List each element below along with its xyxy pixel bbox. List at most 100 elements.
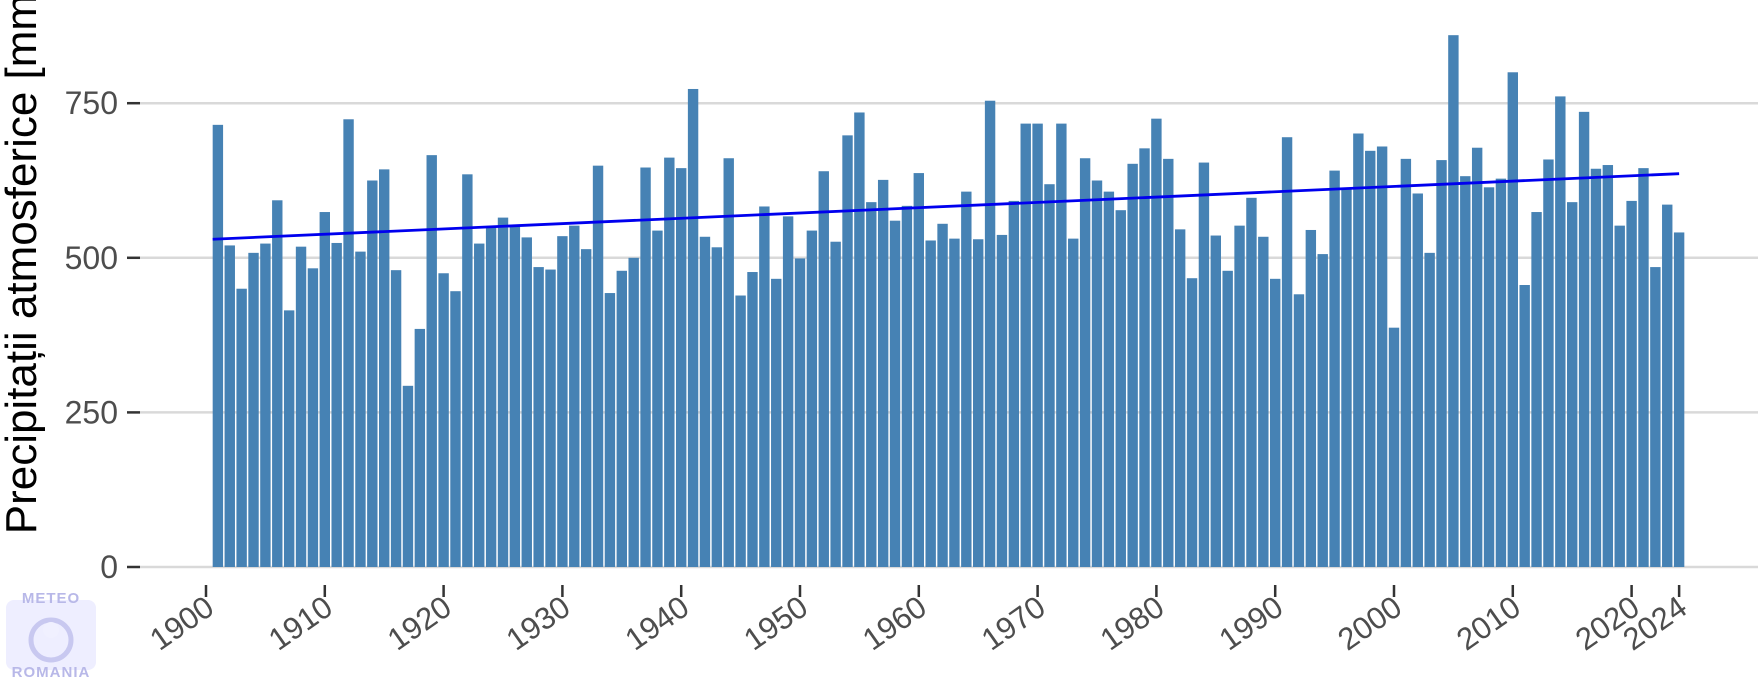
bar-1986 [1222, 270, 1233, 567]
xtick-label: 1930 [500, 589, 577, 657]
bar-1978 [1127, 163, 1138, 567]
bar-1963 [949, 238, 960, 568]
xtick-label: 1900 [143, 589, 220, 657]
bar-1983 [1186, 278, 1198, 567]
xtick-label: 1970 [975, 589, 1052, 657]
bar-1952 [818, 171, 829, 567]
bar-2009 [1495, 178, 1507, 567]
bar-1992 [1293, 294, 1305, 567]
bar-2007 [1471, 147, 1483, 567]
bar-1923 [474, 243, 485, 568]
bar-1948 [771, 278, 782, 567]
bar-1918 [414, 328, 426, 567]
xtick-label: 1940 [619, 589, 696, 657]
bar-2003 [1424, 252, 1435, 568]
bar-1962 [937, 223, 948, 567]
bar-1961 [925, 240, 936, 567]
bar-2005 [1448, 35, 1459, 567]
bar-2020 [1626, 200, 1637, 567]
bar-2024 [1673, 232, 1685, 567]
bar-1938 [652, 230, 663, 567]
bar-2015 [1567, 202, 1578, 568]
bar-1967 [996, 234, 1008, 568]
bar-1919 [426, 155, 437, 567]
xtick-label: 1910 [262, 589, 339, 657]
bar-1977 [1115, 210, 1126, 567]
ytick-label: 250 [65, 394, 118, 430]
bar-1998 [1365, 150, 1376, 567]
bar-1901 [212, 124, 224, 568]
bar-1934 [604, 293, 616, 567]
xtick-label: 1990 [1213, 589, 1290, 657]
bar-1970 [1032, 123, 1043, 567]
bar-1975 [1091, 180, 1103, 567]
bar-1925 [497, 217, 509, 567]
bar-2017 [1590, 168, 1602, 567]
bar-1926 [509, 226, 521, 567]
bar-1905 [260, 243, 271, 568]
bar-1971 [1044, 184, 1055, 568]
bar-1917 [402, 385, 414, 567]
bar-1985 [1210, 235, 1221, 567]
bar-1915 [379, 169, 390, 567]
bar-1946 [747, 272, 758, 567]
bar-1997 [1353, 133, 1364, 568]
bar-1995 [1329, 170, 1340, 568]
x-axis: 1900 1910 1920 1930 1940 1950 1960 1970 1980 1990… [143, 585, 1693, 657]
bar-1987 [1234, 225, 1245, 568]
bar-1909 [307, 268, 319, 567]
bar-1922 [462, 174, 473, 568]
bar-1921 [450, 291, 461, 567]
ytick-label: 750 [65, 85, 118, 121]
y-axis-label: Precipitații atmosferice [mm] [0, 0, 46, 534]
bar-2016 [1578, 111, 1590, 567]
bar-1930 [557, 236, 568, 567]
bar-1907 [283, 310, 295, 567]
bars [212, 35, 1685, 568]
bar-2011 [1519, 285, 1530, 567]
bar-1964 [961, 191, 972, 567]
bar-2004 [1436, 160, 1447, 567]
bar-1914 [367, 180, 378, 567]
bar-1969 [1020, 123, 1031, 567]
bar-1989 [1258, 236, 1269, 567]
bar-1991 [1281, 137, 1293, 567]
bar-1941 [687, 88, 699, 567]
bar-2008 [1483, 187, 1495, 567]
bar-2019 [1614, 225, 1625, 568]
meteo-romania-logo-icon: METEO ROMANIA [6, 590, 96, 678]
bar-2018 [1602, 165, 1614, 568]
bar-2023 [1662, 204, 1673, 567]
bar-1929 [545, 269, 556, 567]
logo-text-bottom: ROMANIA [12, 664, 91, 678]
bar-1980 [1151, 118, 1162, 567]
bar-1936 [628, 257, 639, 567]
bar-1935 [616, 270, 627, 567]
xtick-label: 1980 [1094, 589, 1171, 657]
bar-1924 [485, 226, 497, 567]
bar-1933 [592, 165, 604, 568]
bar-1903 [236, 288, 247, 567]
bar-2014 [1555, 96, 1566, 568]
bar-1902 [224, 245, 235, 567]
bar-1993 [1305, 229, 1317, 568]
bar-1981 [1163, 158, 1174, 567]
bar-1956 [866, 202, 877, 568]
bar-1928 [533, 267, 544, 567]
xtick-label: 2010 [1450, 589, 1527, 657]
bar-1944 [723, 158, 734, 567]
bar-1976 [1103, 191, 1115, 567]
bar-1979 [1139, 148, 1150, 567]
bar-1990 [1270, 278, 1281, 567]
bar-1954 [842, 135, 853, 567]
bar-1957 [877, 179, 889, 568]
bar-2002 [1412, 193, 1423, 568]
bar-1984 [1198, 162, 1210, 567]
bar-1999 [1376, 146, 1388, 567]
bar-1988 [1246, 197, 1257, 568]
bar-1942 [699, 236, 711, 567]
bar-1973 [1068, 238, 1079, 568]
bar-1949 [782, 216, 794, 568]
bar-1906 [272, 200, 283, 567]
